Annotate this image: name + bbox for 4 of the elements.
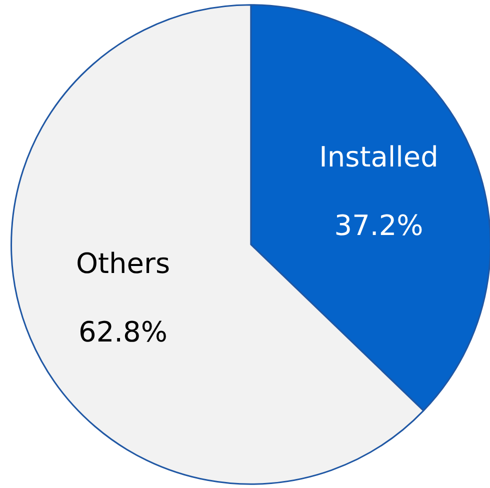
data-label: 62.8% <box>78 315 168 348</box>
data-label: 37.2% <box>334 208 424 242</box>
slice-label: Others <box>76 247 170 280</box>
slice-label: Installed <box>319 140 438 174</box>
